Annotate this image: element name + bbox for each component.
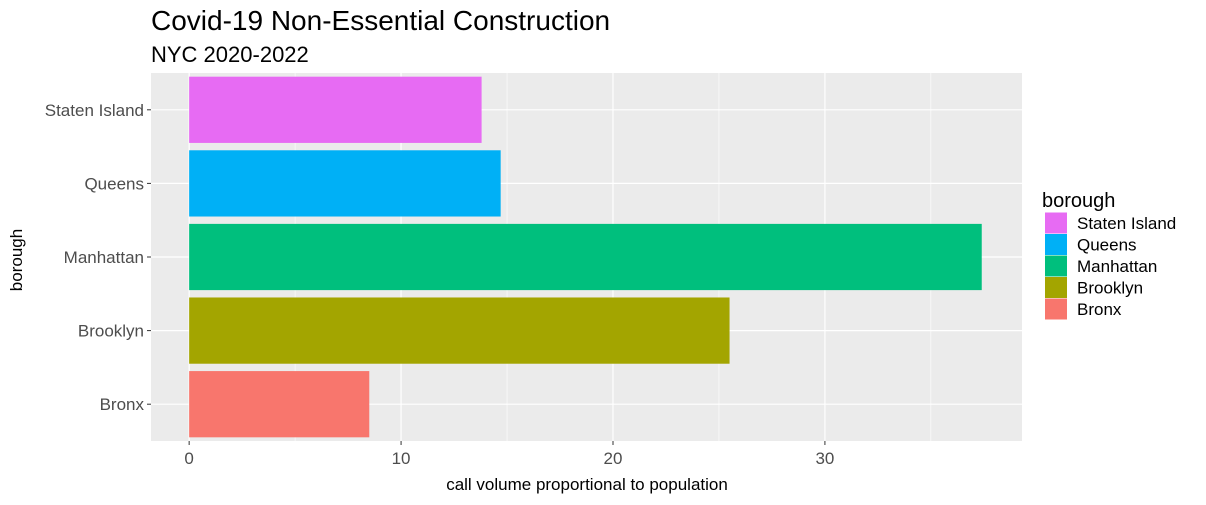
x-tick-label: 10 [392,449,411,468]
legend-label: Queens [1077,236,1137,255]
legend-title: borough [1042,190,1115,212]
x-tick-label: 20 [604,449,623,468]
legend-swatch [1045,212,1067,234]
y-tick-label: Bronx [100,395,145,414]
x-tick-label: 30 [815,449,834,468]
bar-brooklyn [189,297,730,364]
chart-subtitle: NYC 2020-2022 [151,42,309,67]
y-axis-title: borough [7,229,26,291]
legend-swatch [1045,234,1067,255]
x-axis-title: call volume proportional to population [446,475,728,494]
x-tick-label: 0 [184,449,193,468]
bar-bronx [189,371,370,438]
legend-swatch [1045,277,1067,298]
y-tick-label: Queens [84,174,144,193]
chart-title: Covid-19 Non-Essential Construction [151,5,610,36]
legend-swatch [1045,255,1067,277]
y-tick-label: Staten Island [45,101,144,120]
legend-label: Bronx [1077,300,1122,319]
axes: 0 10 20 30 Bronx Brooklyn Manhattan Queens State… [45,101,835,468]
bar-staten-island [189,76,482,143]
bars [189,76,982,438]
legend-label: Staten Island [1077,214,1176,233]
bar-manhattan [189,223,982,291]
legend-swatch [1045,298,1067,320]
bar-queens [189,150,501,217]
legend-label: Manhattan [1077,257,1157,276]
legend: borough Staten Island Queens Manhattan Broo… [1042,190,1176,320]
y-tick-label: Manhattan [64,248,144,267]
legend-label: Brooklyn [1077,279,1143,298]
y-tick-label: Brooklyn [78,322,144,341]
